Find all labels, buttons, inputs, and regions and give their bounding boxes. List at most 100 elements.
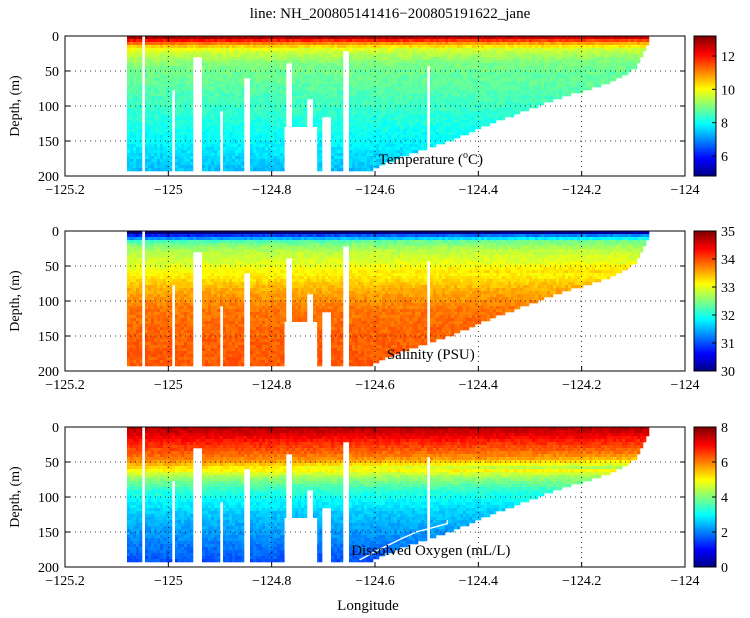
colorbar-segment: [694, 499, 716, 502]
salinity-annotation: Salinity (PSU): [387, 347, 475, 363]
y-tick-label: 200: [38, 365, 59, 380]
colorbar-segment: [694, 301, 716, 304]
colorbar-segment: [694, 448, 716, 452]
colorbar-segment: [694, 55, 716, 59]
colorbar-segment: [694, 351, 716, 354]
colorbar-segment: [694, 68, 716, 72]
temperature-field: [127, 36, 650, 176]
x-tick-label: −125.2: [45, 574, 84, 589]
colorbar-segment: [694, 108, 716, 111]
colorbar-segment: [694, 64, 716, 68]
colorbar-segment: [694, 516, 716, 520]
colorbar-frame: [693, 35, 717, 177]
colorbar-segment: [694, 501, 716, 504]
colorbar-segment: [694, 62, 716, 65]
colorbar-segment: [694, 173, 716, 177]
colorbar-segment: [694, 536, 716, 539]
colorbar-segment: [694, 547, 716, 550]
salinity-field: [127, 231, 650, 371]
colorbar-segment: [694, 51, 716, 54]
colorbar-segment: [694, 90, 716, 94]
colorbar-segment: [694, 239, 716, 243]
colorbar-segment: [694, 336, 716, 339]
x-tick-label: −125.2: [45, 183, 84, 198]
x-tick-label: −125: [154, 378, 183, 393]
colorbar-segment: [694, 325, 716, 328]
colorbar-segment: [694, 73, 716, 76]
colorbar-segment: [694, 368, 716, 372]
colorbar-frame: [693, 230, 717, 372]
colorbar-segment: [694, 523, 716, 526]
colorbar-segment: [694, 457, 716, 461]
colorbar-segment: [694, 540, 716, 544]
colorbar-segment: [694, 305, 716, 308]
colorbar-tick-label: 8: [721, 117, 728, 132]
colorbar-segment: [694, 132, 716, 135]
colorbar-segment: [694, 241, 716, 245]
colorbar-segment: [694, 459, 716, 463]
colorbar-segment: [694, 468, 716, 472]
colorbar-segment: [694, 481, 716, 485]
colorbar-segment: [694, 46, 716, 50]
colorbar-segment: [694, 307, 716, 311]
colorbar-segment: [694, 349, 716, 352]
colorbar-segment: [694, 79, 716, 83]
x-tick-label: −124.6: [355, 378, 394, 393]
y-tick-label: 100: [38, 491, 59, 506]
colorbar-segment: [694, 340, 716, 343]
x-tick-label: −124: [671, 574, 700, 589]
colorbar-segment: [694, 440, 716, 443]
colorbar-segment: [694, 331, 716, 335]
colorbar-segment: [694, 521, 716, 524]
colorbar-segment: [694, 49, 716, 52]
colorbar-segment: [694, 357, 716, 361]
dissolved_oxygen-colorbar: 0 2 4 6 8: [693, 421, 728, 576]
colorbar-segment: [694, 279, 716, 282]
colorbar-segment: [694, 538, 716, 542]
colorbar-segment: [694, 261, 716, 265]
colorbar-segment: [694, 472, 716, 476]
y-tick-label: 200: [38, 170, 59, 185]
colorbar-segment: [694, 42, 716, 46]
colorbar-segment: [694, 431, 716, 434]
colorbar-segment: [694, 527, 716, 531]
colorbar-segment: [694, 486, 716, 489]
colorbar-segment: [694, 442, 716, 445]
colorbar-segment: [694, 66, 716, 70]
x-tick-label: −125.2: [45, 378, 84, 393]
colorbar-segment: [694, 446, 716, 450]
x-tick-label: −124.4: [459, 378, 498, 393]
colorbar-segment: [694, 138, 716, 142]
colorbar-segment: [694, 235, 716, 238]
colorbar-segment: [694, 154, 716, 157]
colorbar-segment: [694, 149, 716, 153]
colorbar-segment: [694, 455, 716, 459]
colorbar-tick-label: 31: [721, 337, 735, 352]
salinity-data-gap: [284, 322, 318, 371]
x-tick-label: −124.4: [459, 574, 498, 589]
y-tick-label: 150: [38, 330, 59, 345]
colorbar-segment: [694, 151, 716, 155]
colorbar-segment: [694, 287, 716, 291]
colorbar-segment: [694, 160, 716, 164]
colorbar-segment: [694, 470, 716, 474]
colorbar-segment: [694, 444, 716, 448]
colorbar-segment: [694, 451, 716, 454]
temperature-colorbar: 6 8 10 12: [693, 35, 735, 177]
colorbar-segment: [694, 477, 716, 480]
colorbar-segment: [694, 534, 716, 537]
colorbar-tick-label: 12: [721, 50, 735, 65]
colorbar-segment: [694, 57, 716, 61]
colorbar-segment: [694, 494, 716, 498]
colorbar-tick-label: 6: [721, 150, 728, 165]
colorbar-segment: [694, 564, 716, 568]
y-tick-label: 50: [45, 260, 59, 275]
colorbar-segment: [694, 268, 716, 271]
colorbar-segment: [694, 532, 716, 535]
colorbar-segment: [694, 134, 716, 138]
y-tick-label: 0: [52, 421, 59, 436]
colorbar-tick-label: 2: [721, 526, 728, 541]
colorbar-segment: [694, 244, 716, 247]
colorbar-segment: [694, 490, 716, 494]
